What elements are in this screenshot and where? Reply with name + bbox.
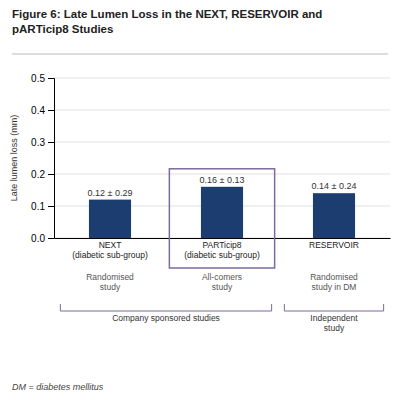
text-line: Randomised — [86, 272, 134, 282]
footnote: DM = diabetes mellitus — [12, 382, 104, 392]
y-tick-mark — [48, 110, 54, 111]
text-line: Company sponsored studies — [112, 313, 220, 323]
category-note: Randomisedstudy in DM — [310, 272, 358, 292]
group-label: Independentstudy — [310, 313, 358, 333]
x-tick: NEXT(diabetic sub-group) — [72, 238, 148, 260]
x-tick-label: NEXT(diabetic sub-group) — [72, 240, 148, 260]
y-tick-mark — [48, 142, 54, 143]
grid-line — [54, 142, 390, 143]
value-label: 0.12 ± 0.29 — [88, 188, 133, 198]
y-tick: 0.4 — [31, 105, 54, 116]
y-tick-label: 0.1 — [31, 201, 45, 212]
grid-line — [54, 78, 390, 79]
bracket — [60, 304, 271, 311]
text-line: study — [100, 282, 121, 292]
value-label: 0.14 ± 0.24 — [312, 181, 357, 191]
x-axis: NEXT(diabetic sub-group)PARTicip8(diabet… — [55, 238, 391, 260]
category-note: All-comersstudy — [202, 272, 242, 292]
y-tick-label: 0.4 — [31, 105, 45, 116]
category-notes: RandomisedstudyAll-comersstudyRandomised… — [86, 272, 358, 292]
text-line: study — [212, 282, 233, 292]
y-tick-mark — [48, 174, 54, 175]
y-tick-label: 0.2 — [31, 169, 45, 180]
text-line: RESERVOIR — [309, 240, 359, 250]
x-axis-line — [55, 238, 391, 239]
grid-line — [54, 110, 390, 111]
text-line: study — [324, 323, 345, 333]
grid — [54, 78, 390, 238]
y-axis: 0.0 0.1 0.2 0.3 0.4 0.5 — [31, 73, 54, 244]
x-tick: PARTicip8(diabetic sub-group) — [184, 238, 260, 260]
y-tick-mark — [48, 238, 54, 239]
text-line: All-comers — [202, 272, 242, 282]
y-tick-mark — [48, 78, 54, 79]
groups: Company sponsored studies Independentstud… — [60, 304, 383, 333]
text-line: Randomised — [310, 272, 358, 282]
y-tick: 0.0 — [31, 233, 54, 244]
text-line: (diabetic sub-group) — [184, 250, 260, 260]
x-tick: RESERVOIR — [309, 238, 359, 250]
x-tick-label: PARTicip8(diabetic sub-group) — [184, 240, 260, 260]
text-line: Independent — [310, 313, 358, 323]
category-note: Randomisedstudy — [86, 272, 134, 292]
y-tick-label: 0.3 — [31, 137, 45, 148]
text-line: pARTicip8 Studies — [12, 23, 113, 35]
y-tick-mark — [48, 206, 54, 207]
y-tick-label: 0.0 — [31, 233, 45, 244]
bracket — [284, 304, 383, 311]
text-line: Figure 6: Late Lumen Loss in the NEXT, R… — [12, 8, 322, 20]
text-line: PARTicip8 — [202, 240, 241, 250]
text-line: (diabetic sub-group) — [72, 250, 148, 260]
y-tick: 0.2 — [31, 169, 54, 180]
bar — [313, 193, 355, 238]
y-tick-label: 0.5 — [31, 73, 45, 84]
text-line: study in DM — [312, 282, 357, 292]
y-tick: 0.5 — [31, 73, 54, 84]
bar — [201, 187, 243, 238]
text-line: NEXT — [99, 240, 122, 250]
y-axis-title: Late lumen loss (mm) — [9, 115, 19, 202]
x-tick-label: RESERVOIR — [309, 240, 359, 250]
title-rule — [12, 54, 388, 55]
y-tick: 0.1 — [31, 201, 54, 212]
y-axis-line — [48, 79, 55, 239]
bar — [89, 200, 131, 238]
chart: Figure 6: Late Lumen Loss in the NEXT, R… — [0, 0, 400, 400]
title: Figure 6: Late Lumen Loss in the NEXT, R… — [12, 8, 322, 35]
group-label: Company sponsored studies — [112, 313, 220, 323]
value-label: 0.16 ± 0.13 — [200, 175, 245, 185]
highlight-box — [169, 169, 274, 268]
y-tick: 0.3 — [31, 137, 54, 148]
value-labels: 0.12 ± 0.29 0.16 ± 0.13 0.14 ± 0.24 — [88, 175, 357, 198]
